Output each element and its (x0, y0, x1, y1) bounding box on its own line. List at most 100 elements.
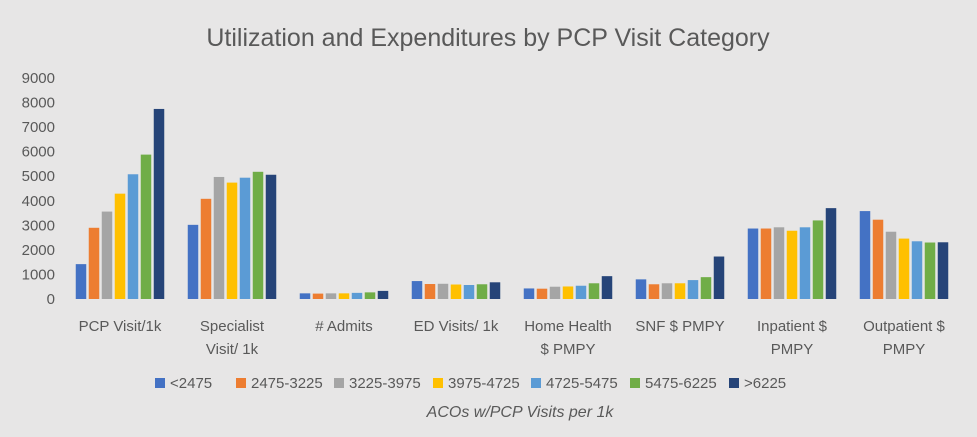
legend-swatch (236, 378, 246, 388)
bar (648, 284, 660, 299)
legend: <2475 2475-3225 3225-3975 3975-4725 4725-547… (155, 375, 786, 392)
bar (523, 288, 535, 299)
bar (75, 264, 87, 299)
legend-item: 2475-3225 (236, 375, 323, 392)
bar (377, 290, 389, 299)
bar (924, 242, 936, 299)
bar (114, 193, 126, 299)
legend-item: 3975-4725 (433, 375, 520, 392)
y-tick-label: 8000 (22, 95, 55, 112)
bar (687, 280, 699, 299)
bar (536, 288, 548, 299)
bar (489, 282, 501, 299)
x-tick-label: Inpatient $ (757, 318, 828, 335)
chart-title: Utilization and Expenditures by PCP Visi… (206, 24, 770, 52)
legend-item: 5475-6225 (630, 375, 717, 392)
bar (885, 231, 897, 299)
bar (700, 277, 712, 299)
bar (812, 220, 824, 299)
legend-item: 4725-5475 (531, 375, 618, 392)
y-tick-label: 3000 (22, 217, 55, 234)
bar (437, 283, 449, 299)
legend-item: <2475 (155, 375, 212, 392)
bar (424, 284, 436, 299)
x-tick-label: PMPY (883, 341, 926, 358)
bar (325, 293, 337, 299)
x-tick-label: PMPY (771, 341, 814, 358)
y-tick-label: 6000 (22, 144, 55, 161)
bar (299, 293, 311, 299)
legend-label: 3225-3975 (349, 375, 421, 392)
plot-area (75, 108, 949, 299)
x-axis-labels: PCP Visit/1k Specialist Visit/ 1k # Admits E… (79, 318, 946, 358)
legend-label: <2475 (170, 375, 212, 392)
bar (549, 286, 561, 299)
bar (859, 211, 871, 299)
bar (252, 171, 264, 299)
legend-label: 3975-4725 (448, 375, 520, 392)
bar (825, 208, 837, 299)
bar (661, 283, 673, 299)
x-tick-label: # Admits (315, 318, 373, 335)
bar (101, 211, 113, 299)
legend-item: 3225-3975 (334, 375, 421, 392)
legend-swatch (155, 378, 165, 388)
bar (239, 177, 251, 299)
bar (799, 227, 811, 299)
bar (463, 285, 475, 299)
y-tick-label: 9000 (22, 70, 55, 87)
bar (411, 281, 423, 299)
bar (562, 286, 574, 299)
x-tick-label: Visit/ 1k (206, 341, 259, 358)
bar (226, 182, 238, 299)
bar (937, 242, 949, 299)
x-tick-label: Home Health (524, 318, 612, 335)
x-tick-label: PCP Visit/1k (79, 318, 162, 335)
legend-swatch (729, 378, 739, 388)
x-tick-label: SNF $ PMPY (635, 318, 724, 335)
legend-swatch (630, 378, 640, 388)
bar (786, 230, 798, 299)
y-tick-label: 4000 (22, 193, 55, 210)
legend-label: 2475-3225 (251, 375, 323, 392)
bar (450, 284, 462, 299)
bar (601, 276, 613, 299)
bar (127, 174, 139, 299)
bar (312, 293, 324, 299)
bar (351, 292, 363, 299)
y-axis: 0 1000 2000 3000 4000 5000 6000 7000 8000 9000 (22, 70, 55, 308)
bar (140, 154, 152, 299)
x-tick-label: $ PMPY (540, 341, 595, 358)
bar (265, 174, 277, 299)
y-tick-label: 2000 (22, 242, 55, 259)
bar (747, 228, 759, 299)
legend-item: >6225 (729, 375, 786, 392)
y-tick-label: 1000 (22, 266, 55, 283)
bar (588, 283, 600, 299)
x-tick-label: ED Visits/ 1k (414, 318, 499, 335)
bar (88, 227, 100, 299)
legend-label: >6225 (744, 375, 786, 392)
legend-label: 4725-5475 (546, 375, 618, 392)
bar (338, 293, 350, 299)
bar (575, 285, 587, 299)
bar (635, 279, 647, 299)
bar (200, 198, 212, 299)
legend-label: 5475-6225 (645, 375, 717, 392)
x-tick-label: Outpatient $ (863, 318, 945, 335)
bar (713, 256, 725, 299)
legend-swatch (433, 378, 443, 388)
y-tick-label: 5000 (22, 168, 55, 185)
bar (187, 224, 199, 299)
bar (911, 241, 923, 299)
legend-swatch (531, 378, 541, 388)
bar (898, 238, 910, 299)
x-axis-title: ACOs w/PCP Visits per 1k (426, 404, 615, 421)
y-tick-label: 0 (47, 291, 55, 308)
bar (476, 284, 488, 299)
bar (872, 219, 884, 299)
x-tick-label: Specialist (200, 318, 265, 335)
legend-swatch (334, 378, 344, 388)
y-tick-label: 7000 (22, 119, 55, 136)
